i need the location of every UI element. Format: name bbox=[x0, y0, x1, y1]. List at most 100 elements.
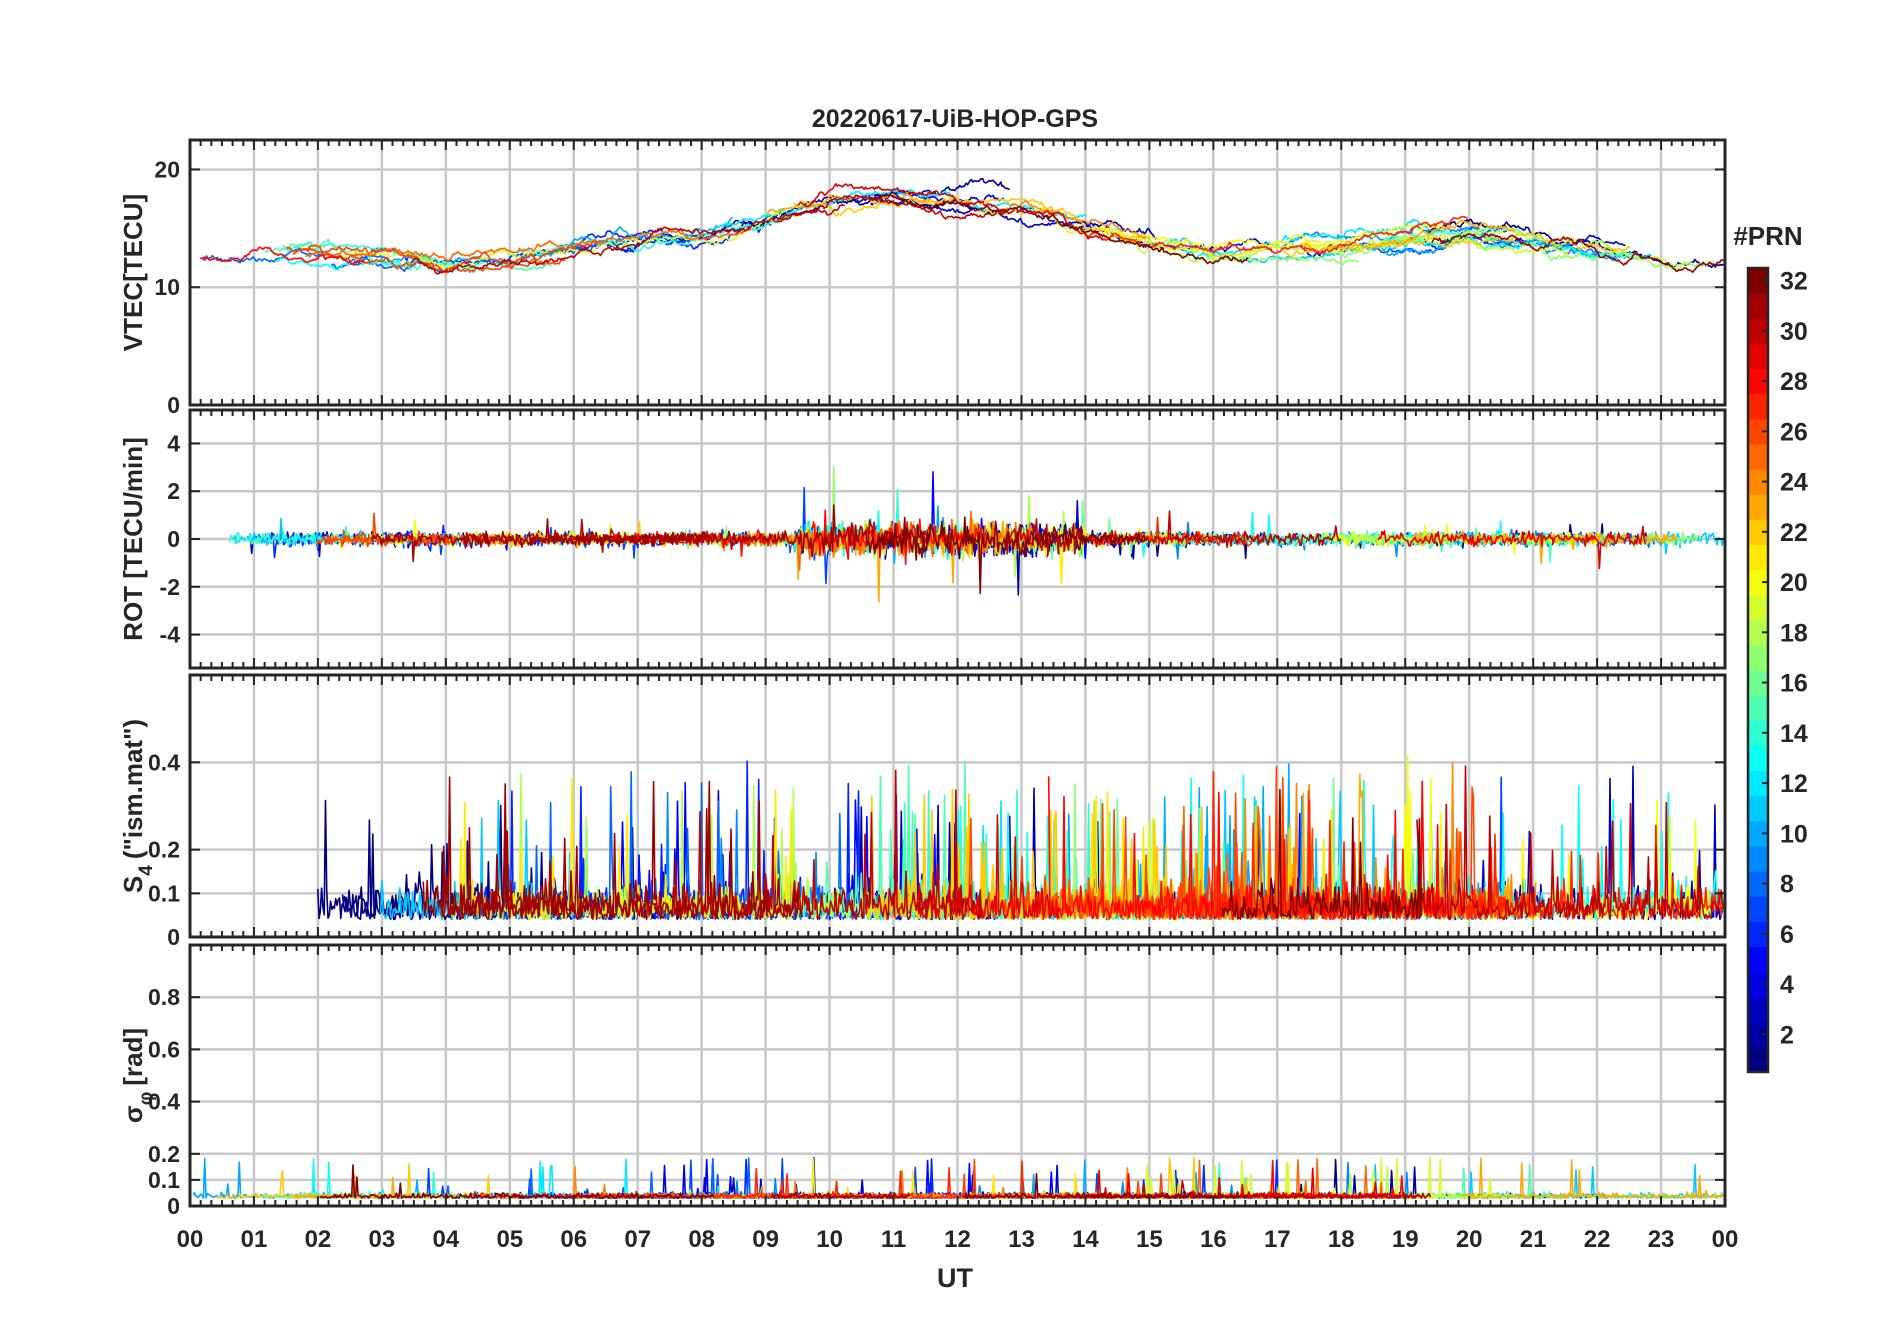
colorbar-swatch bbox=[1748, 971, 1768, 998]
series-line-prn-8 bbox=[202, 247, 394, 265]
y-tick-label: 20 bbox=[154, 156, 180, 182]
series-line-prn-31 bbox=[1431, 232, 1725, 274]
y-tick-label: 4 bbox=[167, 430, 180, 456]
colorbar-swatch bbox=[1748, 745, 1768, 772]
colorbar-tick-label: 10 bbox=[1780, 820, 1808, 848]
colorbar-swatch bbox=[1748, 443, 1768, 470]
y-tick-label: 0.1 bbox=[148, 1167, 180, 1193]
colorbar-swatch bbox=[1748, 544, 1768, 571]
x-axis-label: UT bbox=[937, 1263, 973, 1293]
colorbar-swatch bbox=[1748, 845, 1768, 872]
x-tick-label: 09 bbox=[752, 1226, 779, 1253]
colorbar-tick-label: 16 bbox=[1780, 670, 1808, 698]
colorbar-tick-label: 22 bbox=[1780, 519, 1808, 547]
colorbar-swatch bbox=[1748, 996, 1768, 1023]
y-tick-label: 0.2 bbox=[148, 837, 180, 863]
colorbar-swatch bbox=[1748, 1046, 1768, 1073]
series-line-prn-32 bbox=[319, 1164, 715, 1199]
x-tick-label: 05 bbox=[496, 1226, 523, 1253]
colorbar-swatch bbox=[1748, 720, 1768, 746]
y-tick-label: 0.8 bbox=[148, 984, 180, 1010]
colorbar-tick-label: 26 bbox=[1780, 418, 1808, 446]
y-tick-label: 0.4 bbox=[148, 1089, 180, 1115]
colorbar-swatch bbox=[1748, 293, 1768, 319]
colorbar-swatch bbox=[1748, 896, 1768, 922]
x-tick-label: 06 bbox=[560, 1226, 587, 1253]
colorbar-swatch bbox=[1748, 770, 1768, 797]
x-tick-label: 08 bbox=[688, 1226, 715, 1253]
colorbar-swatch bbox=[1748, 469, 1768, 495]
series-line-prn-23 bbox=[766, 192, 954, 215]
colorbar-swatch bbox=[1748, 1021, 1768, 1048]
x-tick-label: 15 bbox=[1136, 1226, 1163, 1253]
series-line-prn-27 bbox=[1080, 215, 1468, 255]
series-line-prn-28 bbox=[200, 246, 365, 266]
series-line-prn-30 bbox=[1006, 510, 1342, 556]
colorbar-swatch bbox=[1748, 318, 1768, 344]
series-line-prn-1 bbox=[1427, 218, 1725, 269]
colorbar-tick-label: 20 bbox=[1780, 569, 1808, 597]
colorbar-swatch bbox=[1748, 670, 1768, 696]
series-line-prn-31 bbox=[770, 1191, 911, 1199]
x-tick-label: 12 bbox=[944, 1226, 971, 1253]
y-tick-label: 10 bbox=[154, 274, 180, 300]
colorbar-swatch bbox=[1748, 569, 1768, 596]
x-tick-label: 18 bbox=[1328, 1226, 1355, 1253]
x-tick-label: 03 bbox=[369, 1226, 396, 1253]
x-tick-label: 17 bbox=[1264, 1226, 1291, 1253]
series-line-prn-32 bbox=[868, 516, 1146, 595]
colorbar-tick-label: 2 bbox=[1780, 1021, 1794, 1049]
colorbar-swatch bbox=[1748, 695, 1768, 721]
colorbar-tick-label: 4 bbox=[1780, 971, 1794, 999]
series-line-prn-30 bbox=[410, 204, 846, 275]
colorbar-tick-label: 12 bbox=[1780, 770, 1808, 798]
chart-title: 20220617-UiB-HOP-GPS bbox=[812, 105, 1098, 133]
x-tick-label: 13 bbox=[1008, 1226, 1035, 1253]
y-tick-label: 0 bbox=[167, 392, 180, 418]
y-tick-label: 0 bbox=[167, 526, 180, 552]
colorbar-swatch bbox=[1748, 393, 1768, 420]
panel-rot: -4 -2 0 2 4 ROT [TECU/min] bbox=[118, 408, 1727, 670]
colorbar-tick-label: 28 bbox=[1780, 368, 1808, 396]
colorbar-tick-label: 14 bbox=[1780, 720, 1808, 748]
colorbar-swatch bbox=[1748, 820, 1768, 847]
colorbar-swatch bbox=[1748, 418, 1768, 445]
series-line-prn-29 bbox=[1377, 525, 1647, 570]
colorbar-label: #PRN bbox=[1733, 221, 1802, 251]
y-tick-label: 0.6 bbox=[148, 1036, 180, 1062]
series-line-prn-31 bbox=[441, 776, 804, 921]
colorbar-tick-label: 30 bbox=[1780, 318, 1808, 346]
y-axis-label: S4("ism.mat") bbox=[118, 719, 157, 893]
series-line-prn-18 bbox=[1455, 227, 1692, 267]
series-line-prn-27 bbox=[1085, 516, 1264, 547]
series-line-prn-29 bbox=[797, 183, 1104, 241]
series-line-prn-32 bbox=[1220, 788, 1423, 920]
y-tick-label: 2 bbox=[167, 478, 180, 504]
colorbar-swatch bbox=[1748, 343, 1768, 370]
x-tick-label: 20 bbox=[1456, 1226, 1483, 1253]
colorbar-swatch bbox=[1748, 795, 1768, 822]
series-line-prn-22 bbox=[1283, 232, 1631, 258]
colorbar-swatch bbox=[1748, 368, 1768, 395]
colorbar-frame bbox=[1746, 266, 1770, 1074]
x-tick-label: 10 bbox=[816, 1226, 843, 1253]
colorbar-swatch bbox=[1748, 946, 1768, 973]
y-tick-label: 0 bbox=[167, 924, 180, 950]
x-tick-label: 19 bbox=[1392, 1226, 1419, 1253]
colorbar-swatch bbox=[1748, 268, 1768, 294]
y-tick-label: 0 bbox=[167, 1193, 180, 1219]
colorbar-swatch bbox=[1748, 871, 1768, 897]
series-line-prn-31 bbox=[371, 518, 711, 563]
series-line-prn-25 bbox=[305, 228, 752, 262]
y-axis-label: σφ[rad] bbox=[118, 1028, 157, 1123]
y-tick-label: 0.1 bbox=[148, 880, 180, 906]
x-tick-label: 14 bbox=[1072, 1226, 1099, 1253]
series-line-prn-32 bbox=[874, 193, 1249, 265]
colorbar-swatch bbox=[1748, 619, 1768, 646]
x-tick-label: 16 bbox=[1200, 1226, 1227, 1253]
x-tick-label: 00 bbox=[1712, 1226, 1739, 1253]
x-tick-label: 11 bbox=[881, 1226, 906, 1253]
colorbar-tick-label: 24 bbox=[1780, 469, 1808, 497]
